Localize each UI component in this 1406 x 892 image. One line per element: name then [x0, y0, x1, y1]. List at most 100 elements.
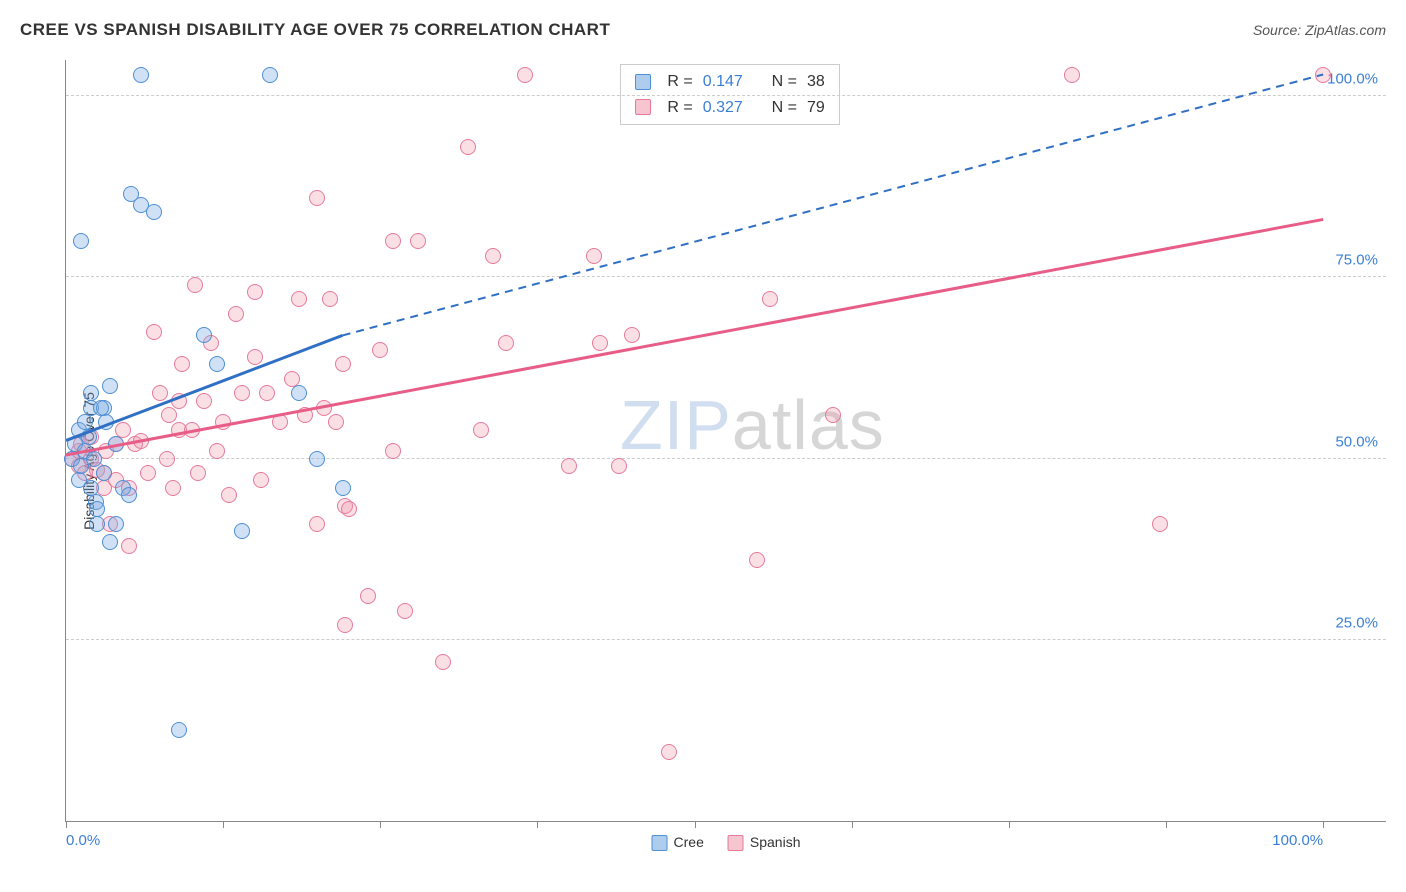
- n-label: N =: [772, 95, 797, 121]
- data-point: [133, 67, 149, 83]
- n-value-cree: 38: [807, 69, 825, 95]
- data-point: [262, 67, 278, 83]
- data-point: [316, 400, 332, 416]
- stats-row-cree: R = 0.147 N = 38: [635, 69, 824, 95]
- data-point: [309, 190, 325, 206]
- data-point: [335, 480, 351, 496]
- data-point: [196, 327, 212, 343]
- data-point: [592, 335, 608, 351]
- data-point: [460, 139, 476, 155]
- data-point: [291, 385, 307, 401]
- data-point: [360, 588, 376, 604]
- data-point: [171, 722, 187, 738]
- xtick-label: 100.0%: [1272, 832, 1323, 849]
- data-point: [561, 458, 577, 474]
- r-label: R =: [667, 69, 692, 95]
- data-point: [624, 327, 640, 343]
- data-point: [196, 393, 212, 409]
- data-point: [611, 458, 627, 474]
- legend-bottom: Cree Spanish: [652, 834, 801, 851]
- watermark: ZIPatlas: [620, 385, 885, 465]
- data-point: [749, 552, 765, 568]
- data-point: [73, 233, 89, 249]
- data-point: [165, 480, 181, 496]
- data-point: [337, 617, 353, 633]
- ytick-label: 75.0%: [1335, 252, 1378, 269]
- legend-item-cree: Cree: [652, 834, 704, 851]
- xtick: [380, 821, 381, 828]
- data-point: [385, 233, 401, 249]
- watermark-part2: atlas: [732, 386, 885, 464]
- data-point: [140, 465, 156, 481]
- data-point: [221, 487, 237, 503]
- data-point: [215, 414, 231, 430]
- data-point: [253, 472, 269, 488]
- data-point: [661, 744, 677, 760]
- data-point: [473, 422, 489, 438]
- trend-line: [66, 219, 1323, 455]
- xtick: [1009, 821, 1010, 828]
- data-point: [586, 248, 602, 264]
- swatch-icon: [635, 74, 651, 90]
- watermark-part1: ZIP: [620, 386, 732, 464]
- xtick: [1323, 821, 1324, 828]
- data-point: [152, 385, 168, 401]
- xtick: [66, 821, 67, 828]
- data-point: [187, 277, 203, 293]
- swatch-icon: [635, 99, 651, 115]
- data-point: [247, 284, 263, 300]
- data-point: [385, 443, 401, 459]
- data-point: [190, 465, 206, 481]
- scatter-plot: ZIPatlas R = 0.147 N = 38 R = 0.327 N = …: [65, 60, 1386, 822]
- data-point: [171, 393, 187, 409]
- data-point: [297, 407, 313, 423]
- n-value-spanish: 79: [807, 95, 825, 121]
- data-point: [397, 603, 413, 619]
- xtick: [1166, 821, 1167, 828]
- data-point: [1064, 67, 1080, 83]
- data-point: [83, 385, 99, 401]
- data-point: [825, 407, 841, 423]
- data-point: [146, 324, 162, 340]
- xtick-label: 0.0%: [66, 832, 100, 849]
- data-point: [498, 335, 514, 351]
- data-point: [247, 349, 263, 365]
- data-point: [161, 407, 177, 423]
- data-point: [108, 516, 124, 532]
- swatch-icon: [652, 835, 668, 851]
- gridline: [66, 639, 1386, 640]
- ytick-label: 50.0%: [1335, 433, 1378, 450]
- data-point: [228, 306, 244, 322]
- chart-header: CREE VS SPANISH DISABILITY AGE OVER 75 C…: [20, 20, 1386, 40]
- data-point: [93, 400, 109, 416]
- chart-title: CREE VS SPANISH DISABILITY AGE OVER 75 C…: [20, 20, 610, 40]
- data-point: [98, 414, 114, 430]
- data-point: [174, 356, 190, 372]
- xtick: [852, 821, 853, 828]
- data-point: [96, 465, 112, 481]
- page: { "title": "CREE VS SPANISH DISABILITY A…: [0, 0, 1406, 892]
- data-point: [372, 342, 388, 358]
- data-point: [159, 451, 175, 467]
- xtick: [695, 821, 696, 828]
- data-point: [762, 291, 778, 307]
- data-point: [291, 291, 307, 307]
- legend-label-cree: Cree: [674, 834, 704, 850]
- r-value-spanish: 0.327: [703, 95, 743, 121]
- gridline: [66, 276, 1386, 277]
- legend-item-spanish: Spanish: [728, 834, 801, 851]
- data-point: [102, 378, 118, 394]
- r-value-cree: 0.147: [703, 69, 743, 95]
- data-point: [328, 414, 344, 430]
- data-point: [309, 451, 325, 467]
- data-point: [335, 356, 351, 372]
- data-point: [435, 654, 451, 670]
- data-point: [234, 385, 250, 401]
- data-point: [108, 436, 124, 452]
- data-point: [86, 451, 102, 467]
- data-point: [322, 291, 338, 307]
- source-attribution: Source: ZipAtlas.com: [1253, 22, 1386, 38]
- data-point: [133, 433, 149, 449]
- data-point: [485, 248, 501, 264]
- data-point: [102, 534, 118, 550]
